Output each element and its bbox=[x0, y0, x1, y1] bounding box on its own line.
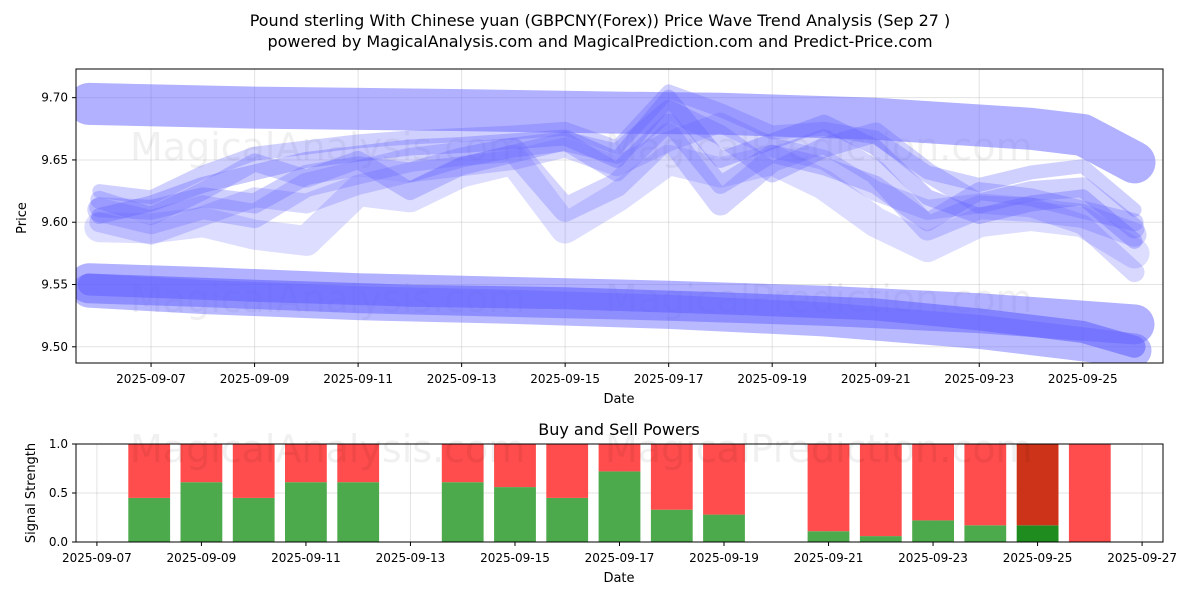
buy-bar bbox=[337, 482, 380, 542]
buy-sell-bars bbox=[128, 444, 1111, 542]
bottom-x-tick-label: 2025-09-19 bbox=[689, 551, 759, 565]
bottom-x-tick-label: 2025-09-09 bbox=[167, 551, 237, 565]
top-y-axis-label: Price bbox=[15, 202, 30, 234]
wave-line-wave-d bbox=[87, 123, 1147, 247]
wave-line-lower-band-3 bbox=[76, 273, 1152, 363]
buy-bar bbox=[912, 520, 954, 542]
watermark-analysis-top: MagicalAnalysis.com bbox=[130, 125, 525, 169]
top-x-axis: 2025-09-07 2025-09-09 2025-09-11 2025-09-13… bbox=[116, 363, 1118, 386]
sell-bar bbox=[1068, 444, 1111, 542]
bottom-x-tick-label: 2025-09-07 bbox=[62, 551, 132, 565]
sell-bar bbox=[285, 444, 327, 483]
top-x-tick-label: 2025-09-07 bbox=[116, 372, 186, 386]
wave-line-wave-e bbox=[84, 144, 1150, 269]
bottom-y-tick-label: 1.0 bbox=[49, 437, 68, 451]
buy-bar bbox=[285, 482, 327, 542]
bottom-x-tick-label: 2025-09-11 bbox=[271, 551, 341, 565]
bottom-x-tick-label: 2025-09-25 bbox=[1003, 551, 1073, 565]
top-y-tick-label: 9.70 bbox=[41, 91, 68, 105]
top-y-tick-label: 9.50 bbox=[41, 340, 68, 354]
sell-bar bbox=[494, 444, 536, 488]
wave-series bbox=[76, 82, 1156, 363]
buy-bar bbox=[1016, 525, 1059, 542]
buy-bar bbox=[494, 487, 536, 542]
bottom-chart-title: Buy and Sell Powers bbox=[538, 420, 700, 439]
sell-bar bbox=[1016, 444, 1059, 526]
buy-bar bbox=[859, 536, 902, 542]
wave-line-lower-band-2 bbox=[77, 273, 1146, 358]
top-x-tick-label: 2025-09-13 bbox=[427, 372, 497, 386]
wave-line-wave-f bbox=[92, 84, 1142, 217]
wave-line-upper-band bbox=[76, 82, 1156, 184]
sell-bar bbox=[337, 444, 380, 483]
bottom-x-tick-label: 2025-09-27 bbox=[1107, 551, 1177, 565]
top-y-tick-label: 9.60 bbox=[41, 215, 68, 229]
sell-bar bbox=[912, 444, 954, 521]
top-y-tick-label: 9.65 bbox=[41, 153, 68, 167]
bottom-x-tick-label: 2025-09-17 bbox=[585, 551, 655, 565]
buy-bar bbox=[180, 482, 223, 542]
wave-line-wave-a bbox=[89, 100, 1145, 239]
top-x-tick-label: 2025-09-11 bbox=[323, 372, 393, 386]
top-plot-frame bbox=[75, 68, 1164, 364]
bottom-x-tick-label: 2025-09-23 bbox=[898, 551, 968, 565]
buy-bar bbox=[546, 497, 589, 542]
top-x-tick-label: 2025-09-21 bbox=[841, 372, 911, 386]
buy-bar bbox=[441, 482, 484, 542]
top-x-tick-label: 2025-09-23 bbox=[944, 372, 1014, 386]
wave-line-wave-c bbox=[90, 113, 1144, 232]
bottom-x-tick-label: 2025-09-13 bbox=[376, 551, 446, 565]
buy-sell-panel: Buy and Sell Powers MagicalAnalysis.com … bbox=[24, 420, 1177, 586]
buy-bar bbox=[232, 497, 275, 542]
price-wave-panel: MagicalAnalysis.com MagicalPrediction.co… bbox=[15, 68, 1164, 407]
bottom-y-axis: 0.0 0.5 1.0 bbox=[49, 437, 76, 549]
buy-bar bbox=[650, 509, 693, 542]
top-x-axis-label: Date bbox=[603, 392, 634, 407]
buy-bar bbox=[807, 531, 850, 542]
chart-title: Pound sterling With Chinese yuan (GBPCNY… bbox=[250, 11, 951, 30]
chart-subtitle: powered by MagicalAnalysis.com and Magic… bbox=[267, 32, 932, 51]
sell-bar bbox=[598, 444, 641, 472]
sell-bar bbox=[180, 444, 223, 483]
wave-line-wave-b bbox=[91, 89, 1143, 249]
sell-bar bbox=[859, 444, 902, 537]
sell-bar bbox=[650, 444, 693, 510]
bottom-y-tick-label: 0.0 bbox=[49, 535, 68, 549]
bottom-y-axis-label: Signal Strength bbox=[24, 443, 39, 543]
sell-bar bbox=[703, 444, 745, 515]
top-y-tick-label: 9.55 bbox=[41, 278, 68, 292]
bottom-watermarks: MagicalAnalysis.com MagicalPrediction.co… bbox=[130, 427, 1033, 471]
sell-bar bbox=[232, 444, 275, 498]
sell-bar bbox=[964, 444, 1007, 526]
watermark-analysis-bottom: MagicalAnalysis.com bbox=[130, 427, 525, 471]
sell-bar bbox=[546, 444, 589, 498]
bottom-x-axis: 2025-09-07 2025-09-09 2025-09-11 2025-09-13… bbox=[62, 542, 1177, 565]
top-x-tick-label: 2025-09-25 bbox=[1048, 372, 1118, 386]
top-x-tick-label: 2025-09-09 bbox=[220, 372, 290, 386]
top-x-tick-label: 2025-09-19 bbox=[737, 372, 807, 386]
top-y-axis: 9.50 9.55 9.60 9.65 9.70 bbox=[41, 91, 76, 354]
buy-bar bbox=[703, 514, 745, 542]
buy-bar bbox=[598, 471, 641, 542]
sell-bar bbox=[807, 444, 850, 532]
bottom-x-tick-label: 2025-09-21 bbox=[794, 551, 864, 565]
watermark-prediction-bottom: MagicalPrediction.com bbox=[605, 427, 1033, 471]
bottom-x-tick-label: 2025-09-15 bbox=[480, 551, 550, 565]
bottom-x-axis-label: Date bbox=[603, 571, 634, 586]
buy-bar bbox=[964, 525, 1007, 542]
top-x-tick-label: 2025-09-17 bbox=[634, 372, 704, 386]
top-x-tick-label: 2025-09-15 bbox=[530, 372, 600, 386]
sell-bar bbox=[441, 444, 484, 483]
sell-bar bbox=[128, 444, 171, 498]
bottom-y-tick-label: 0.5 bbox=[49, 486, 68, 500]
wave-line-wave-g bbox=[89, 112, 1145, 283]
buy-bar bbox=[128, 497, 171, 542]
